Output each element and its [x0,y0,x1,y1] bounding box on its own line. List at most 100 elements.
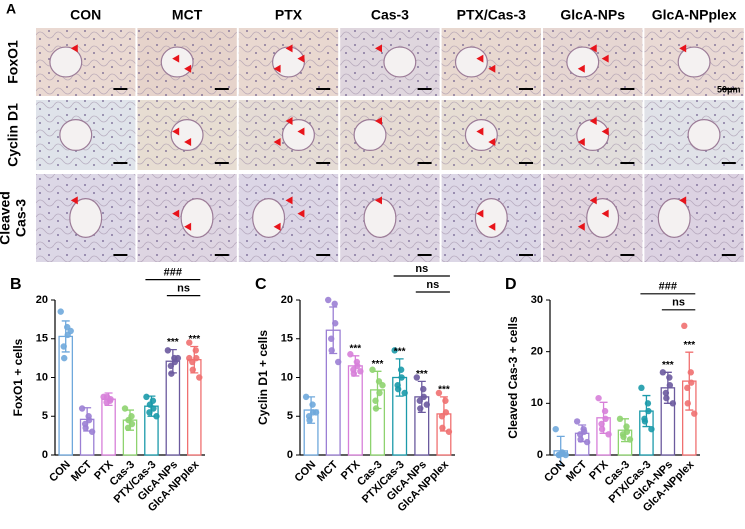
airway [363,198,397,238]
bracket-label: ns [672,297,685,309]
panel-label: D [505,276,517,293]
data-point [372,405,380,412]
y-tick-label: 10 [531,397,543,409]
data-point [189,366,196,373]
significance: *** [416,369,428,380]
data-point [332,320,339,327]
airway [271,46,306,78]
data-point [583,438,591,446]
data-point [357,368,364,375]
data-point [577,436,584,443]
data-point [85,416,93,424]
arrow [172,209,180,218]
column-label: PTX/Cas-3 [457,7,526,23]
data-point [394,385,402,393]
panel-label: B [10,276,22,293]
data-point [401,389,408,397]
data-point [445,428,453,435]
arrow [488,138,496,146]
data-point [684,384,691,392]
y-tick-label: 20 [36,294,48,306]
data-point [417,405,424,412]
data-point [78,405,86,412]
data-point [143,393,150,401]
arrow [488,222,496,231]
airway [383,46,417,78]
data-point [391,347,398,354]
x-tick-label: MCT [315,458,341,484]
arrow [589,44,597,53]
data-point [164,347,172,354]
data-point [302,393,310,401]
data-point [644,400,652,407]
arrow [285,196,293,205]
arrow [184,222,192,231]
airway [586,198,620,238]
arrow [273,222,281,231]
column-label: MCT [172,7,203,23]
x-tick-label: MCT [69,458,95,484]
bar [347,365,363,456]
bracket-label: ns [177,283,190,295]
data-point [666,374,673,381]
significance: *** [683,340,695,351]
arrow [273,138,281,146]
y-tick-label: 0 [537,449,543,461]
airway [687,118,721,151]
data-point [124,424,132,432]
data-point [376,389,383,397]
x-tick-label: CON [542,459,568,485]
data-point [620,433,627,441]
data-point [648,425,655,433]
airway [69,198,103,238]
arrow [374,44,382,53]
airway [576,118,610,151]
data-point [192,347,199,354]
arrow [476,209,484,218]
data-point [442,409,450,416]
data-point [556,451,563,459]
data-point [576,431,584,438]
bracket-label: ns [415,263,428,275]
arrow [297,54,305,63]
y-tick-label: 20 [531,346,543,358]
arrow [577,138,585,146]
y-tick-label: 15 [36,333,48,345]
y-axis-label: FoxO1 + cells [11,338,25,416]
column-label: GlcA-NPplex [652,7,737,23]
data-point [103,399,110,406]
data-point [552,425,559,433]
data-point [442,397,449,404]
data-point [435,389,443,397]
y-tick-label: 30 [531,294,543,306]
y-axis-label: Cleaved Cas-3 + cells [506,316,520,439]
data-point [146,409,153,416]
data-point [439,424,446,432]
arrow [577,222,585,231]
row-label: Cleaved [0,191,13,245]
airway [464,118,498,151]
data-point [423,401,430,408]
bar [101,398,116,456]
data-point [626,436,634,443]
arrow [476,54,484,63]
arrow [374,117,382,125]
error-bar [329,306,338,355]
data-point [438,413,446,420]
bracket-label: ### [659,281,677,293]
arrow [285,117,293,125]
airway [454,46,488,78]
airway [252,198,286,238]
arrow [297,127,305,136]
data-point [398,374,405,381]
arrow [184,138,192,146]
row-label: FoxO1 [5,40,21,84]
airway [59,118,93,151]
data-point [88,428,96,435]
data-point [641,418,649,425]
data-point [379,382,386,389]
data-point [623,423,630,430]
data-point [350,370,358,377]
